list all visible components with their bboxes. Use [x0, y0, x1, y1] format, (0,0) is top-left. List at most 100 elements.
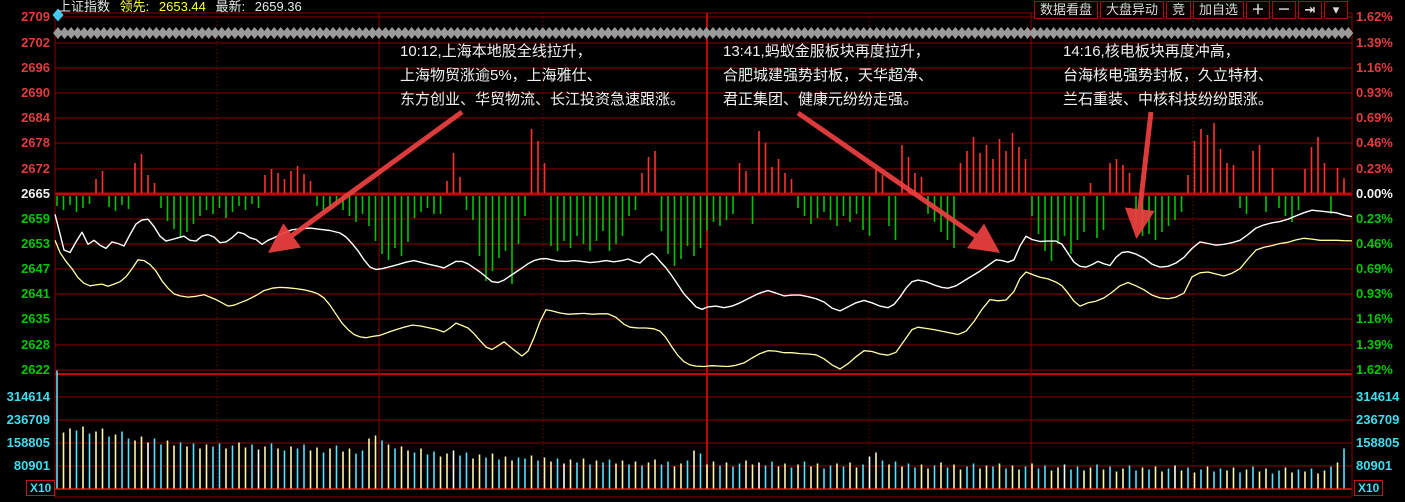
- info-diamond: [164, 27, 175, 39]
- info-diamond: [1133, 27, 1144, 39]
- skip-to-end-button[interactable]: ⇥: [1298, 1, 1322, 19]
- toolbar-button-4[interactable]: 加自选: [1192, 1, 1244, 19]
- info-diamond: [511, 27, 522, 39]
- annotation-line: 上海物贸涨逾5%，上海雅仕、: [400, 67, 602, 84]
- annotation-line: 兰石重装、中核科技纷纷跟涨。: [1063, 91, 1274, 108]
- info-diamond: [884, 27, 895, 39]
- info-diamond: [229, 27, 240, 39]
- info-diamond: [799, 27, 810, 39]
- info-diamond: [629, 27, 640, 39]
- volume-unit-label-left: X10: [26, 480, 56, 496]
- info-diamond: [190, 27, 201, 39]
- annotation-line: 东方创业、华贸物流、长江投资急速跟涨。: [400, 91, 686, 108]
- info-diamond: [544, 27, 555, 39]
- info-diamond: [1317, 27, 1328, 39]
- toolbar-button-3[interactable]: 竞: [1165, 1, 1191, 19]
- info-diamond: [1068, 27, 1079, 39]
- dropdown-caret-button[interactable]: ▾: [1324, 1, 1348, 19]
- info-diamond: [688, 27, 699, 39]
- info-diamond: [1225, 27, 1236, 39]
- info-diamond: [675, 27, 686, 39]
- info-diamond: [452, 27, 463, 39]
- info-diamond: [236, 27, 247, 39]
- info-diamond: [419, 27, 430, 39]
- info-diamond: [413, 27, 424, 39]
- info-diamond: [694, 27, 705, 39]
- axis-tick-label: 158805: [1356, 435, 1400, 450]
- info-diamond: [498, 27, 509, 39]
- info-diamond: [714, 27, 725, 39]
- info-diamond: [1015, 27, 1026, 39]
- info-diamond: [662, 27, 673, 39]
- info-diamond: [262, 27, 273, 39]
- info-diamond: [1336, 27, 1347, 39]
- toolbar-button-1[interactable]: 数据看盘: [1033, 1, 1098, 19]
- info-diamond: [701, 27, 712, 39]
- axis-tick-label: 80901: [1356, 458, 1393, 473]
- info-diamond: [426, 27, 437, 39]
- info-diamond: [1042, 27, 1053, 39]
- info-diamond: [865, 27, 876, 39]
- info-diamond: [334, 27, 345, 39]
- annotation-line: 君正集团、健康元纷纷走强。: [723, 91, 919, 108]
- axis-tick-label: 1.62%: [1356, 362, 1393, 377]
- news-annotation-2: 13:41,蚂蚁金服板块再度拉升， 合肥城建强势封板，天华超净、 君正集团、健康元纷…: [723, 40, 933, 112]
- zoom-in-button[interactable]: ＋: [1246, 1, 1270, 19]
- axis-tick-label: 1.62%: [1356, 9, 1393, 24]
- info-diamond: [125, 27, 136, 39]
- info-diamond: [1304, 27, 1315, 39]
- info-diamond: [301, 27, 312, 39]
- info-diamond: [839, 27, 849, 39]
- info-diamond: [1173, 27, 1184, 39]
- info-diamond: [937, 27, 948, 39]
- info-diamond: [1186, 27, 1197, 39]
- info-diamond: [583, 27, 594, 39]
- info-diamond: [989, 27, 1000, 39]
- volume-unit-label-right: X10: [1354, 480, 1384, 496]
- axis-tick-label: 236709: [6, 412, 50, 427]
- axis-tick-label: 1.39%: [1356, 337, 1393, 352]
- info-diamond: [577, 27, 587, 39]
- info-diamond: [1028, 27, 1039, 39]
- axis-tick-label: 0.93%: [1356, 286, 1393, 301]
- info-diamond: [295, 27, 306, 39]
- info-diamond: [760, 27, 771, 39]
- info-diamond: [1264, 27, 1275, 39]
- info-diamond: [184, 27, 194, 39]
- toolbar-button-2[interactable]: 大盘异动: [1099, 1, 1164, 19]
- info-diamond: [1153, 27, 1164, 39]
- info-diamond: [832, 27, 843, 39]
- zoom-out-button[interactable]: －: [1272, 1, 1296, 19]
- info-diamond: [1120, 27, 1131, 39]
- info-diamond: [249, 27, 260, 39]
- axis-tick-label: 2635: [21, 311, 50, 326]
- info-diamond: [315, 27, 325, 39]
- info-diamond: [563, 27, 574, 39]
- info-diamond: [1271, 27, 1282, 39]
- info-diamond: [321, 27, 332, 39]
- info-diamond: [596, 27, 607, 39]
- info-diamond: [537, 27, 548, 39]
- info-diamond: [963, 27, 974, 39]
- info-diamond: [432, 27, 443, 39]
- axis-tick-label: 2628: [21, 337, 50, 352]
- info-diamond: [668, 27, 679, 39]
- info-diamond: [642, 27, 653, 39]
- info-diamond: [950, 27, 961, 39]
- info-diamond: [518, 27, 529, 39]
- info-diamond: [1218, 27, 1229, 39]
- info-diamond: [897, 27, 908, 39]
- info-diamond: [806, 27, 817, 39]
- info-diamond: [387, 27, 398, 39]
- info-diamond: [1297, 27, 1308, 39]
- info-diamond: [151, 27, 162, 39]
- info-diamond: [288, 27, 299, 39]
- info-diamond: [177, 27, 188, 39]
- info-diamond: [1330, 27, 1341, 39]
- info-diamond: [1094, 27, 1105, 39]
- axis-tick-label: 0.23%: [1356, 161, 1393, 176]
- info-diamond: [1205, 27, 1216, 39]
- info-diamond: [472, 27, 483, 39]
